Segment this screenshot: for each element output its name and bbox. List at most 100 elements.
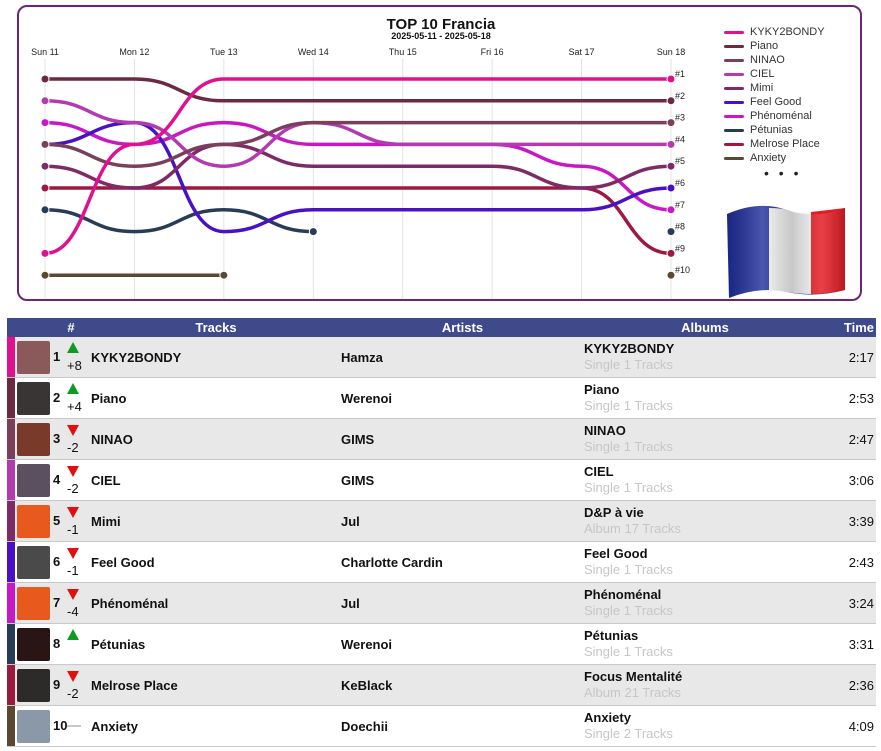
album-cell[interactable]: Pétunias Single 1 Tracks bbox=[584, 624, 826, 665]
artist-name[interactable]: Doechii bbox=[341, 706, 584, 747]
artist-name[interactable]: Charlotte Cardin bbox=[341, 542, 584, 583]
album-cover-thumbnail[interactable] bbox=[17, 341, 50, 374]
artist-name[interactable]: GIMS bbox=[341, 419, 584, 460]
legend-label: KYKY2BONDY bbox=[750, 26, 825, 38]
table-row[interactable]: 9 -2 Melrose Place KeBlack Focus Mentalité Al… bbox=[7, 665, 876, 706]
album-cover-thumbnail[interactable] bbox=[17, 464, 50, 497]
series-point bbox=[41, 162, 49, 170]
rank-number: 10 bbox=[53, 718, 67, 733]
table-row[interactable]: 3 -2 NINAO GIMS NINAO Single 1 Tracks 2:47 bbox=[7, 419, 876, 460]
legend-item[interactable]: Pétunias bbox=[724, 123, 825, 137]
table-row[interactable]: 7 -4 Phénoménal Jul Phénoménal Single 1 Track… bbox=[7, 583, 876, 624]
track-title[interactable]: Melrose Place bbox=[91, 665, 341, 706]
table-row[interactable]: 4 -2 CIEL GIMS CIEL Single 1 Tracks 3:06 bbox=[7, 460, 876, 501]
cover-cell bbox=[15, 501, 51, 542]
legend-swatch bbox=[724, 129, 744, 132]
table-row[interactable]: 5 -1 Mimi Jul D&P à vie Album 17 Tracks 3:39 bbox=[7, 501, 876, 542]
legend-item[interactable]: CIEL bbox=[724, 67, 825, 81]
album-cover-thumbnail[interactable] bbox=[17, 628, 50, 661]
series-point bbox=[220, 271, 228, 279]
album-cell[interactable]: Anxiety Single 2 Tracks bbox=[584, 706, 826, 747]
series-point bbox=[667, 228, 675, 236]
album-cell[interactable]: Phénoménal Single 1 Tracks bbox=[584, 583, 826, 624]
track-title[interactable]: Piano bbox=[91, 378, 341, 419]
legend-item[interactable]: Melrose Place bbox=[724, 137, 825, 151]
artist-name[interactable]: Werenoi bbox=[341, 624, 584, 665]
artist-name[interactable]: Hamza bbox=[341, 337, 584, 378]
table-row[interactable]: 6 -1 Feel Good Charlotte Cardin Feel Good Sin… bbox=[7, 542, 876, 583]
track-title[interactable]: Mimi bbox=[91, 501, 341, 542]
trend-down-icon bbox=[67, 671, 79, 682]
track-title[interactable]: NINAO bbox=[91, 419, 341, 460]
legend-more-indicator[interactable]: • • • bbox=[764, 165, 825, 181]
legend-label: Feel Good bbox=[750, 96, 801, 108]
header-time[interactable]: Time bbox=[826, 318, 876, 337]
track-title[interactable]: Anxiety bbox=[91, 706, 341, 747]
track-title[interactable]: KYKY2BONDY bbox=[91, 337, 341, 378]
album-cell[interactable]: Piano Single 1 Tracks bbox=[584, 378, 826, 419]
track-title[interactable]: Pétunias bbox=[91, 624, 341, 665]
album-meta: Single 2 Tracks bbox=[584, 726, 826, 742]
rank-change: -2 bbox=[67, 440, 79, 455]
artist-name[interactable]: Jul bbox=[341, 583, 584, 624]
album-cell[interactable]: D&P à vie Album 17 Tracks bbox=[584, 501, 826, 542]
chart-subtitle: 2025-05-11 - 2025-05-18 bbox=[391, 31, 491, 41]
rank-cell: 9 -2 bbox=[51, 665, 91, 706]
album-title: CIEL bbox=[584, 464, 614, 479]
track-title[interactable]: Feel Good bbox=[91, 542, 341, 583]
table-row[interactable]: 1 +8 KYKY2BONDY Hamza KYKY2BONDY Single 1 Tra… bbox=[7, 337, 876, 378]
rank-cell: 4 -2 bbox=[51, 460, 91, 501]
header-artists[interactable]: Artists bbox=[341, 318, 584, 337]
legend-item[interactable]: Piano bbox=[724, 39, 825, 53]
album-cell[interactable]: NINAO Single 1 Tracks bbox=[584, 419, 826, 460]
header-spacer bbox=[7, 318, 51, 337]
artist-name[interactable]: Jul bbox=[341, 501, 584, 542]
table-row[interactable]: 2 +4 Piano Werenoi Piano Single 1 Tracks 2:53 bbox=[7, 378, 876, 419]
rank-change: -1 bbox=[67, 522, 79, 537]
album-cover-thumbnail[interactable] bbox=[17, 382, 50, 415]
trend-down-icon bbox=[67, 589, 79, 600]
trend-up-icon bbox=[67, 383, 79, 394]
album-cover-thumbnail[interactable] bbox=[17, 710, 50, 743]
artist-name[interactable]: Werenoi bbox=[341, 378, 584, 419]
day-label: Sun 18 bbox=[657, 47, 686, 57]
cover-cell bbox=[15, 706, 51, 747]
album-cover-thumbnail[interactable] bbox=[17, 587, 50, 620]
day-label: Sat 17 bbox=[569, 47, 595, 57]
album-cell[interactable]: Focus Mentalité Album 21 Tracks bbox=[584, 665, 826, 706]
track-title[interactable]: CIEL bbox=[91, 460, 341, 501]
legend-item[interactable]: Anxiety bbox=[724, 151, 825, 165]
legend-item[interactable]: Mimi bbox=[724, 81, 825, 95]
album-cover-thumbnail[interactable] bbox=[17, 669, 50, 702]
album-cell[interactable]: KYKY2BONDY Single 1 Tracks bbox=[584, 337, 826, 378]
legend-item[interactable]: KYKY2BONDY bbox=[724, 25, 825, 39]
album-cover-thumbnail[interactable] bbox=[17, 423, 50, 456]
track-title[interactable]: Phénoménal bbox=[91, 583, 341, 624]
album-title: Focus Mentalité bbox=[584, 669, 682, 684]
table-row[interactable]: 8 Pétunias Werenoi Pétunias Single 1 Tracks 3… bbox=[7, 624, 876, 665]
series-point bbox=[667, 249, 675, 257]
trend-down-icon bbox=[67, 425, 79, 436]
album-title: NINAO bbox=[584, 423, 626, 438]
album-meta: Single 1 Tracks bbox=[584, 480, 826, 496]
artist-name[interactable]: KeBlack bbox=[341, 665, 584, 706]
artist-name[interactable]: GIMS bbox=[341, 460, 584, 501]
rank-label: #8 bbox=[675, 222, 685, 232]
legend-item[interactable]: NINAO bbox=[724, 53, 825, 67]
legend-item[interactable]: Phénoménal bbox=[724, 109, 825, 123]
series-point bbox=[41, 206, 49, 214]
album-cell[interactable]: CIEL Single 1 Tracks bbox=[584, 460, 826, 501]
legend-item[interactable]: Feel Good bbox=[724, 95, 825, 109]
album-cover-thumbnail[interactable] bbox=[17, 546, 50, 579]
header-tracks[interactable]: Tracks bbox=[91, 318, 341, 337]
cover-cell bbox=[15, 460, 51, 501]
rank-label: #7 bbox=[675, 200, 685, 210]
album-cover-thumbnail[interactable] bbox=[17, 505, 50, 538]
album-cell[interactable]: Feel Good Single 1 Tracks bbox=[584, 542, 826, 583]
table-row[interactable]: 10 Anxiety Doechii Anxiety Single 2 Tracks 4:… bbox=[7, 706, 876, 747]
header-albums[interactable]: Albums bbox=[584, 318, 826, 337]
rank-number: 5 bbox=[53, 513, 60, 528]
day-label: Wed 14 bbox=[298, 47, 329, 57]
rank-change: +8 bbox=[67, 358, 82, 373]
rank-label: #5 bbox=[675, 156, 685, 166]
